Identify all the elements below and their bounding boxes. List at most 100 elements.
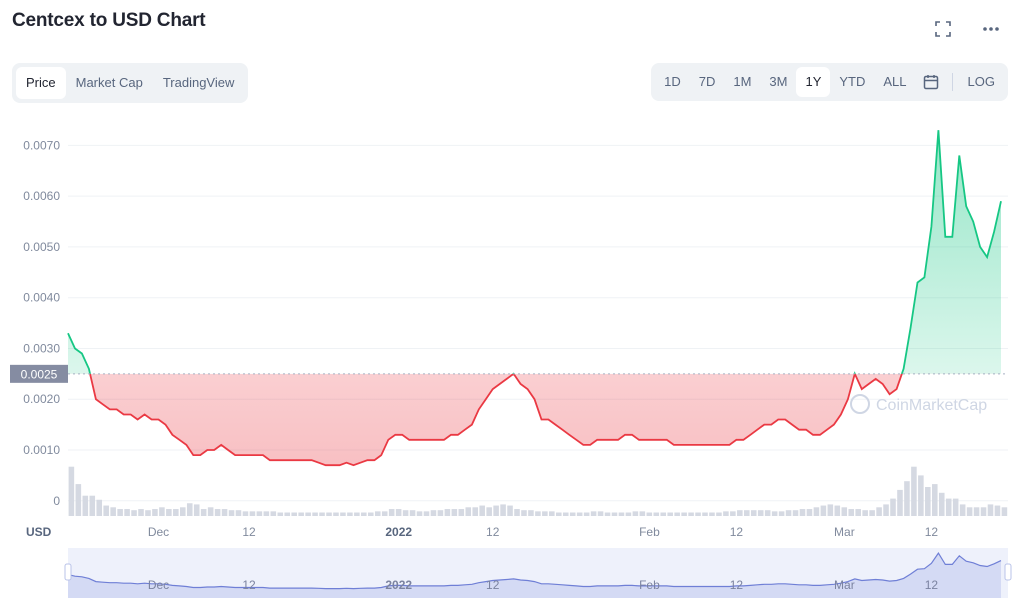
volume-bar [110, 507, 116, 516]
navigator-tick-label: Dec [148, 578, 169, 592]
navigator-tick-label: 12 [242, 578, 256, 592]
volume-bar [716, 512, 722, 516]
volume-bar [89, 495, 96, 516]
y-tick-label: 0.0030 [23, 341, 60, 355]
range-divider [951, 73, 953, 91]
volume-bar [744, 510, 750, 516]
volume-bar [96, 499, 103, 516]
volume-bar [952, 498, 959, 516]
navigator-tick-label: 12 [925, 578, 939, 592]
volume-bar [193, 504, 200, 516]
area-above-baseline [68, 130, 1001, 374]
volume-bar [945, 498, 952, 516]
tab-price[interactable]: Price [16, 67, 66, 99]
volume-bar [472, 507, 479, 516]
baseline-label: 0.0025 [21, 367, 58, 381]
volume-bar [207, 507, 214, 516]
volume-bar [576, 512, 583, 516]
range-1m[interactable]: 1M [733, 74, 752, 89]
volume-bar [117, 509, 123, 516]
x-tick-label: 12 [486, 525, 500, 539]
volume-bar [486, 507, 492, 516]
range-1y[interactable]: 1Y [796, 67, 831, 97]
baseline-marker: 0.0025 [10, 364, 1008, 383]
volume-bar [987, 504, 994, 516]
volume-bar [569, 512, 576, 516]
volume-bar [806, 509, 813, 516]
volume-bar [890, 498, 896, 516]
tab-tradingview[interactable]: TradingView [162, 75, 235, 90]
volume-bars [68, 466, 1008, 516]
range-3m[interactable]: 3M [769, 74, 788, 89]
volume-bar [368, 512, 374, 516]
tab-market-cap[interactable]: Market Cap [75, 75, 143, 90]
volume-bar [528, 510, 534, 516]
volume-bar [660, 512, 667, 516]
calendar-icon[interactable] [916, 67, 946, 97]
volume-bar [361, 512, 367, 516]
volume-bar [277, 512, 284, 516]
volume-bar [374, 511, 381, 516]
volume-bar [186, 503, 193, 516]
volume-bar [646, 512, 653, 516]
navigator-tick-label: 12 [486, 578, 500, 592]
range-navigator[interactable]: Dec 12 2022 12 Feb 12 Mar 12 [64, 548, 1012, 598]
volume-bar [326, 512, 332, 516]
range-all[interactable]: ALL [883, 74, 907, 89]
volume-bar [542, 511, 548, 516]
baseline-label-box [10, 364, 68, 383]
volume-bar [388, 509, 395, 516]
volume-bar [173, 509, 179, 516]
y-tick-label: 0.0070 [23, 138, 60, 152]
navigator-tick-label: Mar [834, 578, 855, 592]
volume-bar [235, 510, 242, 516]
volume-bar [730, 511, 736, 516]
volume-bar [625, 512, 632, 516]
volume-bar [180, 507, 186, 516]
volume-bar [444, 509, 451, 516]
volume-bar [834, 505, 841, 516]
range-7d[interactable]: 7D [698, 74, 716, 89]
volume-bar [785, 510, 792, 516]
volume-bar [479, 505, 485, 516]
volume-bar [897, 489, 903, 516]
navigator-window [68, 548, 1008, 598]
volume-bar [911, 466, 917, 516]
volume-bar [305, 512, 311, 516]
chart-actions [932, 18, 1002, 40]
y-axis-label: USD [26, 525, 52, 539]
volume-bar [451, 509, 458, 516]
volume-bar [437, 510, 444, 516]
y-tick-label: 0.0060 [23, 189, 60, 203]
volume-bar [381, 511, 388, 516]
volume-bar [653, 512, 660, 516]
volume-bar [918, 475, 924, 516]
y-tick-label: 0.0020 [23, 392, 60, 406]
volume-bar [604, 512, 611, 516]
volume-bar [820, 505, 827, 516]
price-series [67, 130, 1002, 467]
volume-bar [590, 511, 597, 516]
log-scale-toggle[interactable]: LOG [967, 74, 995, 89]
x-axis-ticks: Dec 12 2022 12 Feb 12 Mar 12 [148, 525, 939, 539]
volume-bar [639, 511, 646, 516]
volume-bar [702, 512, 708, 516]
fullscreen-icon[interactable] [932, 18, 954, 40]
volume-bar [430, 510, 437, 516]
range-ytd[interactable]: YTD [839, 74, 866, 89]
volume-bar [284, 512, 291, 516]
volume-bar [166, 509, 172, 516]
chart-type-tabs: Price Market Cap TradingView [12, 63, 249, 103]
range-1d[interactable]: 1D [664, 74, 681, 89]
volume-bar [966, 507, 973, 516]
volume-bar [562, 512, 569, 516]
more-icon[interactable] [980, 18, 1002, 40]
volume-bar [938, 492, 945, 516]
time-range-selector: 1D 7D 1M 3M 1Y YTD ALL LOG [651, 63, 1008, 101]
volume-bar [611, 512, 618, 516]
watermark: CoinMarketCap [850, 394, 987, 414]
volume-bar [848, 509, 855, 516]
x-tick-label: Mar [834, 525, 855, 539]
volume-bar [298, 512, 304, 516]
volume-bar [869, 510, 875, 516]
